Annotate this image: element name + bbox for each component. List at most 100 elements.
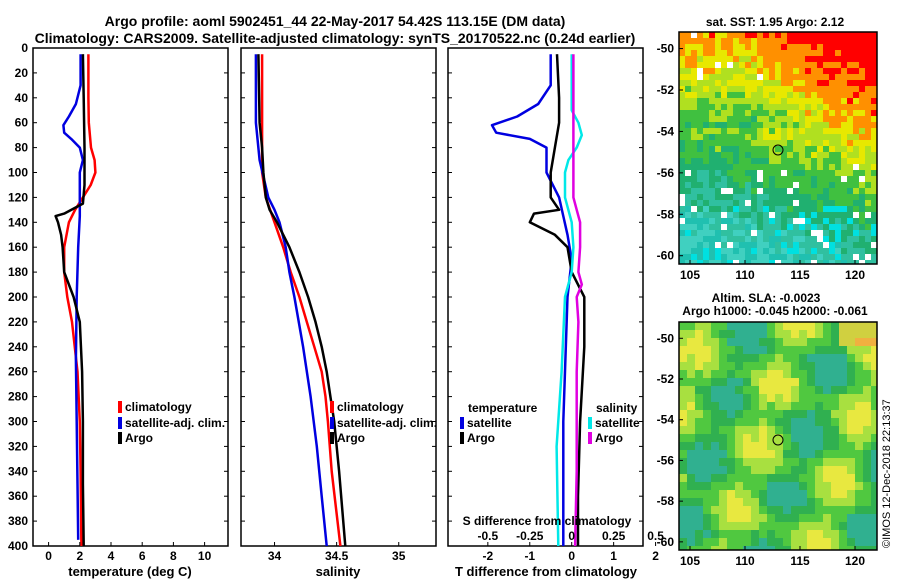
sst-map-cell — [781, 158, 787, 164]
sla-map-cell — [839, 410, 847, 418]
sst-map-cell — [751, 200, 757, 206]
sla-map-cell — [871, 338, 877, 346]
depth-tick-label: 200 — [8, 290, 28, 304]
sst-map-cell — [715, 212, 721, 218]
sst-map-cell — [871, 200, 877, 206]
sst-map-cell — [781, 248, 787, 254]
sst-map-cell — [841, 200, 847, 206]
map-x-tick-label: 110 — [735, 268, 755, 282]
sst-map-cell — [739, 62, 745, 68]
sst-map-cell — [853, 170, 859, 176]
sst-map-cell — [709, 164, 715, 170]
sla-map-cell — [735, 538, 743, 546]
sst-map-cell — [715, 230, 721, 236]
sst-map-cell — [691, 110, 697, 116]
title-line-2: Climatology: CARS2009. Satellite-adjuste… — [35, 30, 636, 46]
sst-map-cell — [769, 242, 775, 248]
sla-map-cell — [807, 330, 815, 338]
sst-map-cell — [829, 176, 835, 182]
sst-map-cell — [769, 206, 775, 212]
sla-map-cell — [807, 418, 815, 426]
sla-map-cell — [807, 338, 815, 346]
sst-map-cell — [751, 110, 757, 116]
sst-map-cell — [829, 254, 835, 260]
series-line-temperature-satellite — [490, 54, 573, 546]
sst-map-cell — [841, 116, 847, 122]
sla-map-cell — [823, 386, 831, 394]
sla-map-cell — [847, 506, 855, 514]
sst-map-cell — [847, 248, 853, 254]
sla-map-cell — [815, 490, 823, 498]
sst-map-cell — [691, 68, 697, 74]
sst-map-cell — [739, 146, 745, 152]
sst-map-cell — [751, 170, 757, 176]
sst-map-cell — [769, 176, 775, 182]
sst-map-cell — [751, 68, 757, 74]
sla-map-cell — [823, 466, 831, 474]
sst-map-cell — [793, 140, 799, 146]
sst-map-cell — [691, 236, 697, 242]
sst-map-cell — [823, 50, 829, 56]
sst-map-cell — [685, 128, 691, 134]
sla-map-cell — [687, 378, 695, 386]
sst-map-cell — [745, 182, 751, 188]
sst-map-cell — [757, 230, 763, 236]
sla-map-cell — [695, 362, 703, 370]
sla-map-cell — [799, 386, 807, 394]
sst-map-cell — [763, 62, 769, 68]
sla-map-cell — [727, 346, 735, 354]
sst-map-cell — [859, 158, 865, 164]
sla-map-cell — [735, 530, 743, 538]
sst-map-cell — [739, 170, 745, 176]
sst-map-cell — [757, 116, 763, 122]
sst-map-cell — [787, 158, 793, 164]
sla-map-cell — [847, 330, 855, 338]
sst-map-cell — [691, 182, 697, 188]
sla-map-cell — [735, 426, 743, 434]
sla-map — [679, 322, 877, 550]
sla-map-cell — [839, 386, 847, 394]
sla-map-cell — [743, 546, 751, 550]
sla-map-cell — [751, 506, 759, 514]
sst-map-cell — [829, 98, 835, 104]
sst-map-cell — [835, 62, 841, 68]
sst-map-cell — [853, 182, 859, 188]
sla-map-cell — [847, 458, 855, 466]
sla-map-cell — [727, 354, 735, 362]
sla-map-cell — [687, 450, 695, 458]
sla-map-cell — [775, 434, 783, 442]
sst-map-cell — [775, 218, 781, 224]
sst-map-cell — [775, 104, 781, 110]
sst-map-cell — [775, 236, 781, 242]
sla-map-cell — [743, 394, 751, 402]
sst-map-cell — [781, 92, 787, 98]
sst-map-cell — [745, 74, 751, 80]
sst-map-cell — [709, 236, 715, 242]
sst-map-cell — [787, 98, 793, 104]
sst-map-cell — [763, 254, 769, 260]
sst-map-cell — [727, 158, 733, 164]
sla-map-cell — [871, 330, 877, 338]
sst-map-cell — [745, 194, 751, 200]
sst-map-cell — [721, 158, 727, 164]
sst-map-cell — [721, 134, 727, 140]
legend-label-climatology: climatology — [337, 400, 404, 414]
sst-map-cell — [721, 50, 727, 56]
sst-map-cell — [865, 86, 871, 92]
sst-map-cell — [739, 104, 745, 110]
sst-map-cell — [817, 206, 823, 212]
sst-map-cell — [763, 68, 769, 74]
sst-map-cell — [685, 164, 691, 170]
sst-map-cell — [799, 224, 805, 230]
sla-map-cell — [727, 338, 735, 346]
sst-map-cell — [781, 74, 787, 80]
sst-map-cell — [697, 152, 703, 158]
sst-map-cell — [817, 176, 823, 182]
sst-map-cell — [745, 164, 751, 170]
sla-map-cell — [695, 530, 703, 538]
sla-map-cell — [711, 418, 719, 426]
sst-map-cell — [727, 38, 733, 44]
sla-map-cell — [703, 506, 711, 514]
sst-map-cell — [763, 44, 769, 50]
sst-map-cell — [769, 254, 775, 260]
